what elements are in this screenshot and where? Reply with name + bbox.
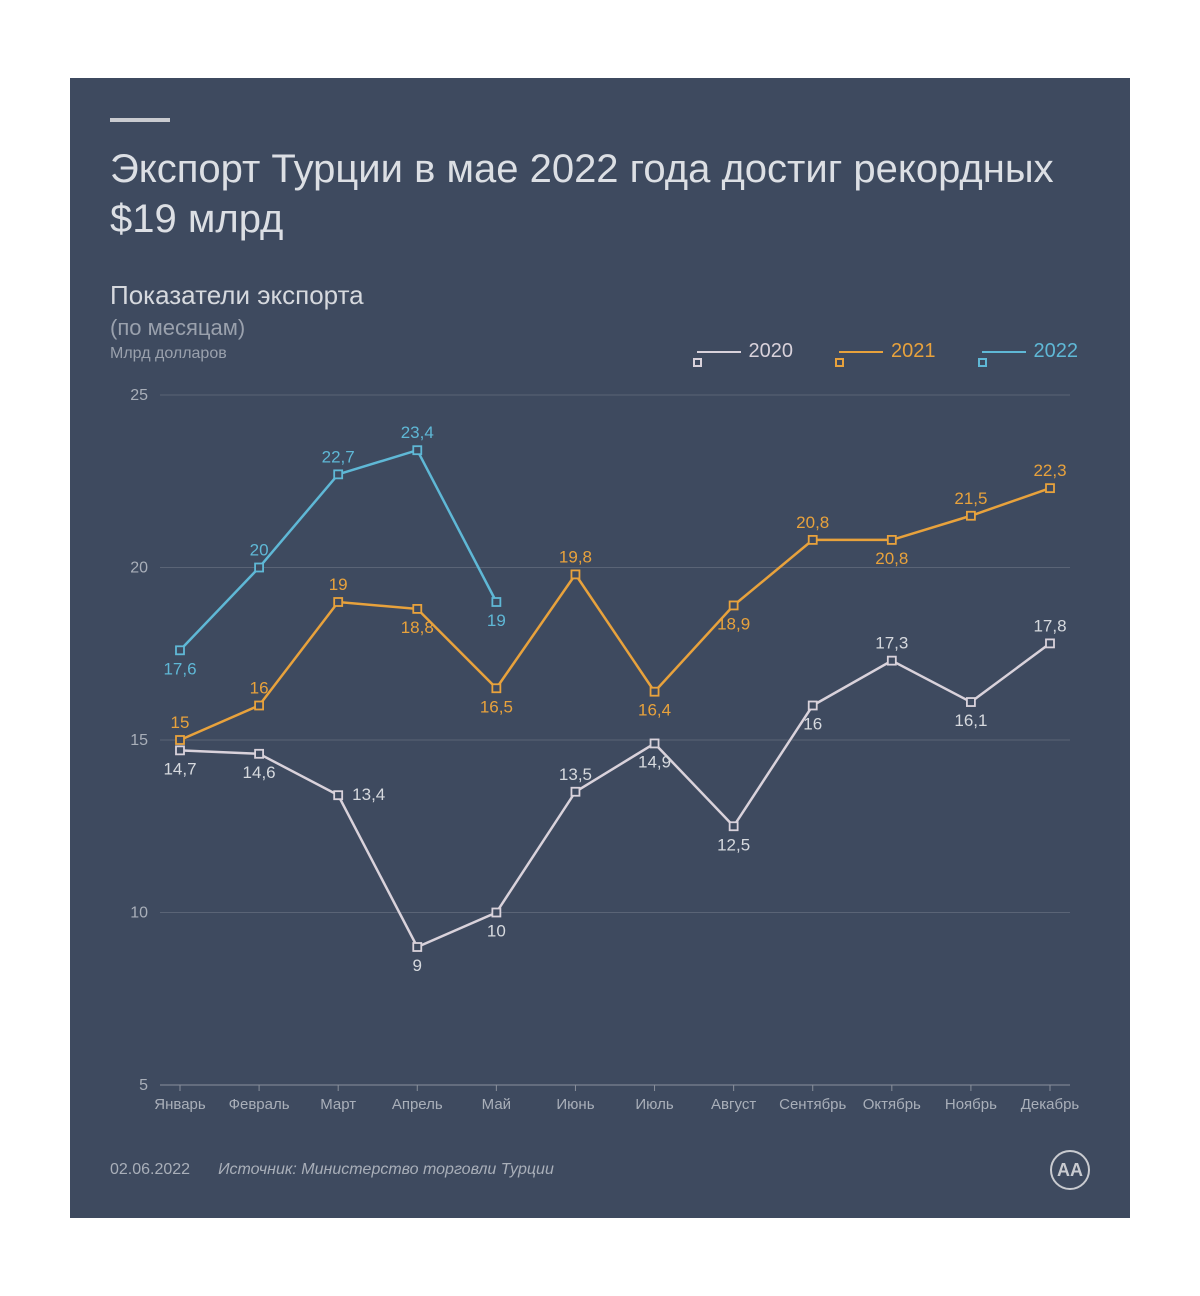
svg-text:Июнь: Июнь [556,1096,594,1113]
svg-text:Август: Август [711,1096,756,1113]
svg-text:19: 19 [487,611,506,630]
svg-text:14,7: 14,7 [163,759,196,778]
subtitle-detail: (по месяцам) [110,315,364,341]
svg-text:16,5: 16,5 [480,697,513,716]
svg-text:Сентябрь: Сентябрь [779,1096,846,1113]
svg-text:Декабрь: Декабрь [1021,1096,1080,1113]
svg-text:18,8: 18,8 [401,618,434,637]
agency-logo-icon: AA [1050,1150,1090,1190]
svg-text:20,8: 20,8 [875,549,908,568]
legend-item: 2021 [839,340,936,363]
svg-text:Ноябрь: Ноябрь [945,1096,997,1113]
footer: 02.06.2022 Источник: Министерство торгов… [110,1150,1090,1190]
source-text: Источник: Министерство торговли Турции [218,1161,554,1179]
legend-label: 2021 [891,340,936,363]
svg-text:16: 16 [803,715,822,734]
chart-title: Экспорт Турции в мае 2022 года достиг ре… [110,144,1090,244]
svg-text:20: 20 [130,560,148,577]
svg-text:14,9: 14,9 [638,752,671,771]
svg-text:Март: Март [320,1096,356,1113]
legend-item: 2022 [982,340,1079,363]
legend: 2020 2021 2022 [697,340,1091,363]
svg-text:23,4: 23,4 [401,423,434,442]
svg-text:16,1: 16,1 [954,711,987,730]
svg-text:19,8: 19,8 [559,547,592,566]
svg-text:20: 20 [250,541,269,560]
svg-text:Февраль: Февраль [229,1096,290,1113]
subtitle-block: Показатели экспорта (по месяцам) Млрд до… [110,280,364,363]
svg-text:Май: Май [482,1096,511,1113]
publish-date: 02.06.2022 [110,1161,190,1179]
svg-text:17,3: 17,3 [875,634,908,653]
y-axis-unit: Млрд долларов [110,345,364,363]
svg-text:22,7: 22,7 [322,447,355,466]
svg-text:25: 25 [130,387,148,404]
line-chart: 5 10 15 20 25 Январь Февраль Март Апрель Май Июнь И… [110,375,1090,1135]
legend-swatch [982,351,1026,353]
svg-text:9: 9 [413,956,422,975]
svg-text:Октябрь: Октябрь [863,1096,921,1113]
legend-swatch [839,351,883,353]
infographic-card: Экспорт Турции в мае 2022 года достиг ре… [70,78,1130,1218]
svg-text:19: 19 [329,575,348,594]
svg-text:15: 15 [130,732,148,749]
logo-text: AA [1057,1160,1083,1181]
subtitle: Показатели экспорта [110,280,364,311]
svg-text:13,5: 13,5 [559,765,592,784]
legend-label: 2020 [749,340,794,363]
svg-text:17,6: 17,6 [163,659,196,678]
svg-text:Июль: Июль [635,1096,673,1113]
svg-text:12,5: 12,5 [717,835,750,854]
svg-text:18,9: 18,9 [717,614,750,633]
svg-text:17,8: 17,8 [1033,616,1066,635]
accent-bar [110,118,170,122]
legend-swatch [697,351,741,353]
svg-text:20,8: 20,8 [796,513,829,532]
svg-text:16: 16 [250,679,269,698]
svg-text:15: 15 [171,713,190,732]
svg-text:10: 10 [130,905,148,922]
svg-text:22,3: 22,3 [1033,461,1066,480]
svg-text:21,5: 21,5 [954,489,987,508]
svg-text:5: 5 [139,1077,148,1094]
subtitle-legend-row: Показатели экспорта (по месяцам) Млрд до… [110,280,1090,363]
svg-text:10: 10 [487,922,506,941]
svg-text:13,4: 13,4 [352,785,385,804]
chart-svg: 5 10 15 20 25 Январь Февраль Март Апрель Май Июнь И… [110,375,1090,1135]
svg-text:Январь: Январь [154,1096,206,1113]
svg-text:16,4: 16,4 [638,701,671,720]
svg-text:14,6: 14,6 [243,763,276,782]
legend-label: 2022 [1034,340,1079,363]
svg-text:Апрель: Апрель [392,1096,443,1113]
legend-item: 2020 [697,340,794,363]
